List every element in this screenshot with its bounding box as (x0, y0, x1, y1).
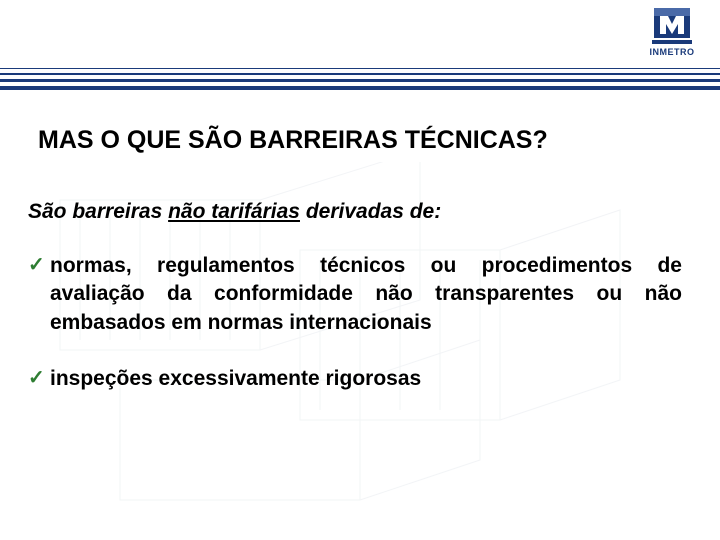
inmetro-logo: INMETRO (636, 4, 708, 62)
slide-subtitle: São barreiras não tarifárias derivadas d… (28, 200, 692, 224)
title-band: MAS O QUE SÃO BARREIRAS TÉCNICAS? (38, 118, 682, 162)
subtitle-suffix: derivadas de: (300, 200, 441, 223)
checkmark-icon: ✓ (28, 365, 50, 391)
slide-header: INMETRO (0, 0, 720, 68)
subtitle-prefix: São barreiras (28, 200, 168, 223)
bullet-text: normas, regulamentos técnicos ou procedi… (50, 252, 682, 337)
header-rule (0, 68, 720, 69)
header-rule (0, 86, 720, 90)
bullet-text: inspeções excessivamente rigorosas (50, 365, 682, 393)
bullet-item: ✓normas, regulamentos técnicos ou proced… (28, 252, 682, 337)
checkmark-icon: ✓ (28, 252, 50, 278)
header-rule (0, 73, 720, 75)
header-rules (0, 68, 720, 90)
inmetro-logo-mark (648, 4, 696, 46)
bullet-item: ✓inspeções excessivamente rigorosas (28, 365, 682, 393)
subtitle-underlined: não tarifárias (168, 200, 300, 223)
bullet-list: ✓normas, regulamentos técnicos ou proced… (28, 252, 682, 421)
header-rule (0, 79, 720, 82)
inmetro-logo-label: INMETRO (650, 47, 695, 57)
slide-title: MAS O QUE SÃO BARREIRAS TÉCNICAS? (38, 126, 548, 155)
